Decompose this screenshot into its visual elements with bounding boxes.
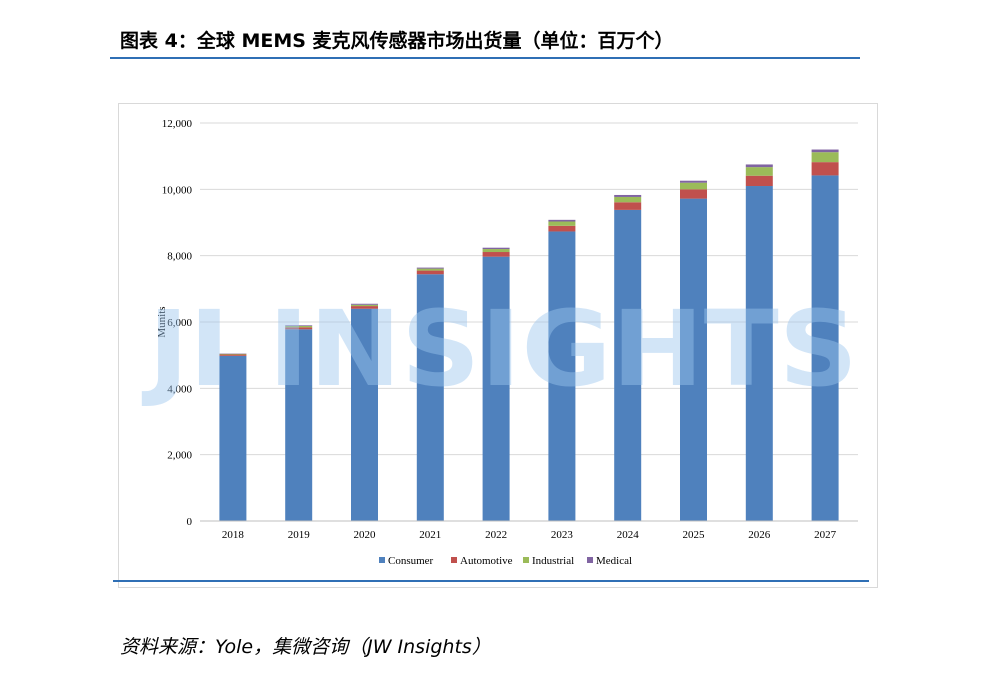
bar-segment-medical	[680, 180, 707, 183]
y-tick-label: 10,000	[162, 184, 193, 196]
source-note: 资料来源：Yole，集微咨询（JW Insights）	[120, 636, 491, 658]
bar-segment-medical	[351, 303, 378, 305]
bar-segment-medical	[614, 194, 642, 197]
bar-segment-automotive	[482, 252, 510, 257]
x-tick-label: 2027	[814, 529, 837, 541]
legend-swatch	[587, 557, 593, 563]
x-tick-label: 2018	[222, 529, 245, 541]
bar-segment-industrial	[285, 325, 313, 328]
bar-segment-automotive	[351, 306, 378, 309]
bar-segment-consumer	[614, 209, 642, 521]
watermark-text: JI INSIGHTS	[142, 288, 858, 410]
legend-label: Consumer	[388, 555, 434, 567]
legend: Consumer Automotive Industrial Medical	[379, 555, 632, 567]
bar-segment-consumer	[745, 186, 773, 521]
bar-segment-automotive	[614, 202, 642, 210]
x-tick-label: 2026	[748, 529, 771, 541]
bottom-divider	[113, 580, 869, 582]
x-tick-label: 2021	[419, 529, 441, 541]
x-tick-label: 2023	[551, 529, 574, 541]
bar-segment-industrial	[680, 182, 707, 190]
bar-segment-industrial	[482, 249, 510, 253]
legend-label: Industrial	[532, 555, 574, 567]
bar-segment-consumer	[416, 274, 444, 521]
bar-segment-medical	[548, 219, 576, 222]
bar-segment-automotive	[416, 270, 444, 275]
y-tick-label: 4,000	[167, 383, 192, 395]
bar-segment-industrial	[219, 353, 247, 355]
x-tick-label: 2019	[288, 529, 311, 541]
y-tick-label: 8,000	[167, 251, 192, 263]
legend-swatch	[379, 557, 385, 563]
bar-segment-consumer	[811, 175, 839, 522]
bar-segment-consumer	[482, 256, 510, 521]
y-tick-label: 12,000	[162, 118, 193, 130]
bar-segment-industrial	[614, 196, 642, 203]
x-tick-label: 2022	[485, 529, 507, 541]
bar-segment-medical	[416, 267, 444, 269]
bar-segment-industrial	[548, 221, 576, 226]
legend-swatch	[523, 557, 529, 563]
x-tick-label: 2020	[354, 529, 377, 541]
figure-title: 图表 4：全球 MEMS 麦克风传感器市场出货量（单位：百万个）	[120, 30, 674, 52]
axes: 0 2,000 4,000 6,000 8,000 10,000 12,000 Munits 2…	[156, 118, 858, 541]
bar-segment-automotive	[548, 225, 576, 232]
bar-segment-automotive	[285, 327, 313, 330]
x-tick-label: 2025	[683, 529, 706, 541]
bars	[219, 149, 839, 522]
bar-segment-automotive	[811, 162, 839, 176]
x-tick-label: 2024	[617, 529, 640, 541]
bar-segment-industrial	[416, 268, 444, 271]
y-tick-label: 0	[187, 516, 193, 528]
bar-segment-medical	[482, 247, 510, 250]
bar-segment-consumer	[680, 198, 707, 521]
bar-segment-industrial	[811, 152, 839, 163]
bar-segment-automotive	[745, 175, 773, 187]
legend-label: Automotive	[460, 555, 513, 567]
bar-segment-consumer	[351, 308, 378, 521]
bar-segment-medical	[811, 149, 839, 153]
y-axis-label: Munits	[156, 306, 168, 337]
bar-segment-automotive	[680, 189, 707, 199]
bar-segment-medical	[745, 164, 773, 168]
stacked-bar-chart: 0 2,000 4,000 6,000 8,000 10,000 12,000 Munits 2…	[142, 118, 858, 567]
bar-segment-consumer	[219, 355, 247, 521]
bar-segment-industrial	[351, 304, 378, 307]
y-tick-label: 2,000	[167, 450, 192, 462]
legend-swatch	[451, 557, 457, 563]
bar-segment-consumer	[285, 329, 313, 521]
legend-label: Medical	[596, 555, 632, 567]
title-divider	[110, 57, 860, 59]
bar-segment-consumer	[548, 231, 576, 521]
bar-segment-medical	[285, 325, 313, 326]
y-tick-label: 6,000	[167, 317, 192, 329]
bar-segment-automotive	[219, 354, 247, 356]
bar-segment-industrial	[745, 167, 773, 176]
